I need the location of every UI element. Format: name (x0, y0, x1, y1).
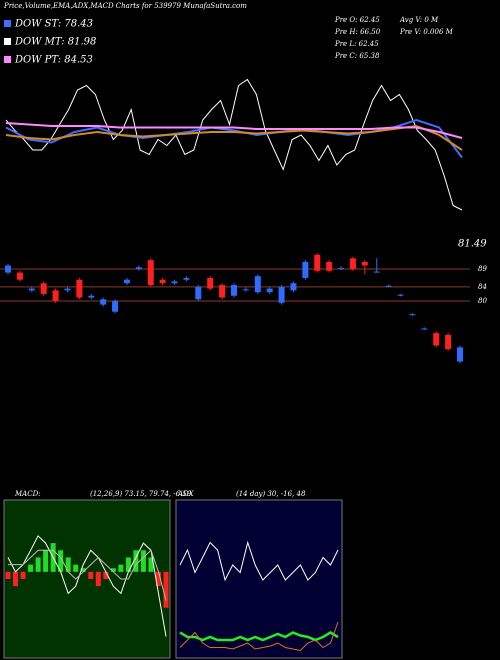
candle-body (219, 285, 226, 298)
histogram-bar (65, 557, 71, 572)
adx-label: ADX (177, 490, 195, 498)
histogram-bar (95, 571, 101, 587)
histogram-bar (133, 550, 139, 572)
candle-body (135, 267, 142, 270)
histogram-bar (20, 571, 26, 579)
series-line (179, 631, 339, 642)
candle-body (302, 261, 309, 278)
histogram-bar (58, 550, 64, 572)
candle-body (123, 279, 130, 284)
histogram-bar (118, 564, 124, 572)
price-info: Pre H: 66.50 (334, 28, 381, 36)
histogram-bar (148, 557, 154, 572)
histogram-bar (88, 571, 94, 579)
price-info: Pre C: 65.38 (334, 52, 380, 60)
y-tick-label: 89 (478, 265, 487, 273)
macd-panel (3, 499, 171, 659)
histogram-bar (73, 564, 79, 572)
histogram-bar (140, 550, 146, 572)
histogram-bar (5, 571, 11, 579)
candle-body (409, 314, 416, 316)
histogram-bar (125, 557, 131, 572)
price-info: Pre O: 62.45 (334, 16, 380, 24)
candle-body (314, 254, 321, 271)
legend-label: DOW PT: 84.53 (14, 55, 93, 66)
candle-body (290, 283, 297, 291)
legend-swatch (4, 20, 11, 27)
series-line (8, 549, 167, 601)
adx-values: (14 day) 30, -16, 48 (236, 490, 306, 498)
candle-body (40, 283, 47, 294)
legend-label: DOW ST: 78.43 (14, 19, 93, 30)
candle-body (195, 286, 202, 300)
histogram-bar (43, 550, 49, 572)
series-line (5, 122, 463, 139)
series-line (7, 535, 167, 637)
candle-body (52, 290, 59, 302)
macd-label: MACD: (14, 490, 41, 498)
candle-body (28, 288, 35, 291)
series-line (179, 621, 339, 652)
legend-swatch (4, 56, 11, 63)
candle-body (231, 285, 237, 296)
candle-body (88, 295, 95, 298)
histogram-bar (155, 571, 161, 587)
candle-body (64, 288, 71, 291)
candle-body (5, 265, 11, 273)
histogram-bar (35, 557, 41, 572)
histogram-bar (13, 571, 19, 587)
candle-body (385, 285, 392, 287)
candle-body (433, 333, 440, 346)
candle-body (397, 294, 404, 296)
candle-body (421, 328, 428, 330)
candle-body (112, 301, 119, 312)
price-info: Pre V: 0.006 M (399, 28, 454, 36)
y-tick-label: 80 (478, 297, 487, 305)
candle-body (171, 281, 178, 284)
candle-body (242, 289, 249, 291)
candle-body (326, 261, 333, 271)
series-line (5, 124, 463, 151)
series-line (5, 78, 463, 211)
price-info: Avg V: 0 M (399, 16, 439, 24)
candle-body (373, 271, 380, 273)
histogram-bar (80, 568, 86, 572)
candle-body (349, 258, 356, 270)
candle-body (207, 277, 214, 289)
legend-swatch (4, 38, 11, 45)
histogram-bar (110, 568, 116, 572)
histogram-bar (28, 564, 34, 572)
candle-body (76, 279, 83, 298)
adx-panel (175, 499, 343, 659)
candle-body (278, 286, 285, 303)
histogram-bar (103, 571, 109, 579)
histogram-bar (163, 571, 169, 608)
candle-body (254, 276, 261, 293)
candle-body (16, 272, 23, 280)
candle-body (338, 267, 345, 270)
candle-body (100, 299, 107, 305)
legend-label: DOW MT: 81.98 (14, 37, 96, 48)
candle-body (361, 261, 368, 266)
macd-values: (12,26,9) 73.15, 79.74, -6.59 (90, 490, 192, 498)
price-annotation: 81.49 (458, 239, 487, 250)
candle-body (266, 288, 273, 293)
candle-body (457, 347, 463, 362)
candle-body (147, 260, 154, 286)
y-tick-label: 84 (478, 283, 487, 291)
candle-body (183, 277, 190, 280)
candle-body (159, 279, 166, 284)
series-line (179, 540, 339, 582)
candle-body (445, 334, 452, 350)
price-info: Pre L: 62.45 (334, 40, 379, 48)
header-title: Price,Volume,EMA,ADX,MACD Charts for 539… (3, 2, 247, 10)
